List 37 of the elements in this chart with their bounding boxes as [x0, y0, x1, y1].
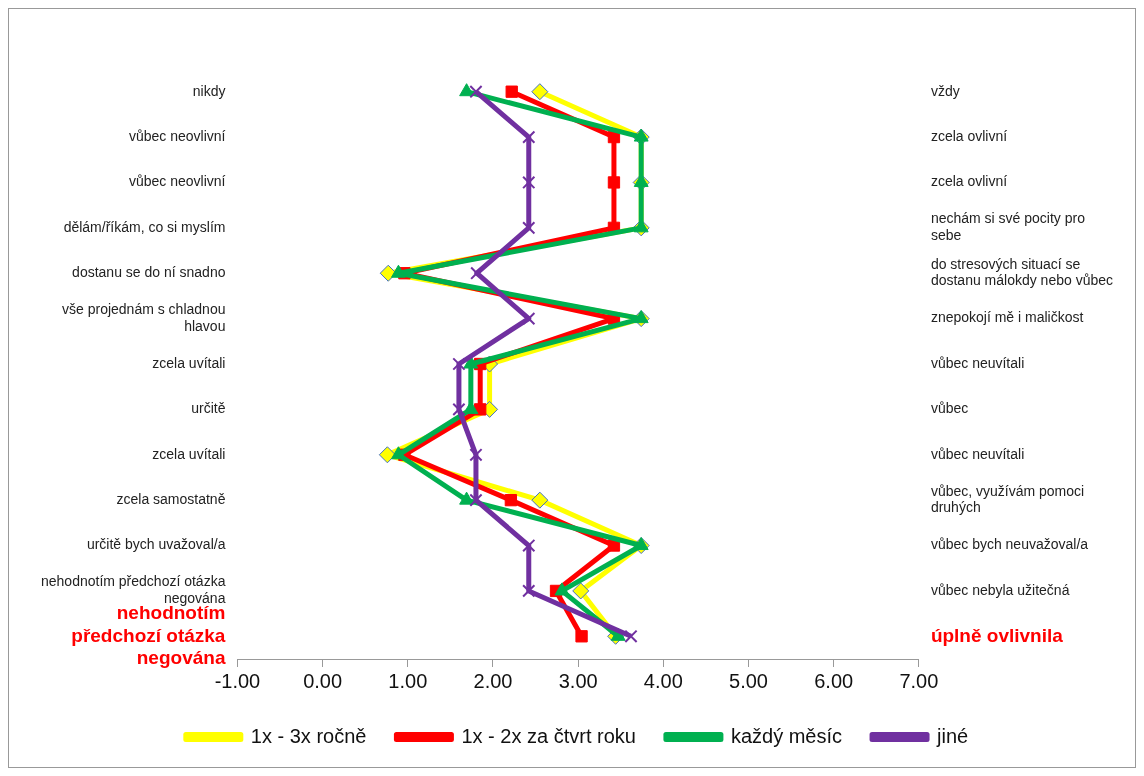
- x-tick-label: 2.00: [473, 669, 513, 692]
- y-tick-label: vše projednám s chladnou hlavou: [62, 301, 226, 334]
- y-tick-label: určitě: [191, 400, 226, 417]
- y2-tick-label: vůbec: [930, 400, 969, 417]
- y-tick-label: zcela samostatně: [116, 491, 226, 508]
- legend-label: 1x - 3x ročně: [250, 724, 367, 747]
- y-tick-label: vůbec neovlivní: [128, 173, 226, 190]
- legend-label: jiné: [936, 724, 969, 747]
- x-tick-label: 6.00: [814, 669, 854, 692]
- y-tick-label: zcela uvítali: [152, 445, 226, 462]
- y2-tick-label: vůbec, využívám pomoci druhých: [930, 482, 1085, 516]
- x-tick-label: 1.00: [388, 669, 428, 692]
- x-tick-label: -1.00: [214, 669, 261, 692]
- x-tick-label: 4.00: [643, 669, 683, 692]
- legend-label: každý měsíc: [730, 724, 843, 747]
- y2-tick-label: vždy: [930, 82, 960, 99]
- y-tick-label: nikdy: [192, 82, 226, 99]
- y-tick-label: dostanu se do ní snadno: [72, 264, 226, 281]
- y-tick-label: dělám/říkám, co si myslím: [63, 218, 226, 235]
- x-tick-label: 3.00: [558, 669, 598, 692]
- legend-label: 1x - 2x za čtvrt roku: [461, 724, 636, 747]
- y2-tick-label: vůbec neuvítali: [930, 354, 1025, 371]
- y-tick-label: vůbec neovlivní: [128, 127, 226, 144]
- y2-tick-label: znepokojí mě i maličkost: [930, 309, 1084, 326]
- y2-tick-label: úplně ovlivnila: [930, 624, 1064, 646]
- y2-tick-label: zcela ovlivní: [930, 127, 1008, 144]
- y2-tick-label: vůbec neuvítali: [930, 445, 1025, 462]
- x-tick-label: 7.00: [899, 669, 939, 692]
- y2-tick-label: zcela ovlivní: [930, 173, 1008, 190]
- y2-tick-label: vůbec bych neuvažoval/a: [930, 536, 1089, 553]
- y-tick-label: určitě bych uvažoval/a: [86, 536, 226, 553]
- y2-tick-label: do stresových situací se dostanu málokdy nebo vůbec: [930, 255, 1113, 289]
- x-tick-label: 5.00: [729, 669, 768, 692]
- y-tick-label: zcela uvítali: [152, 354, 226, 371]
- x-tick-label: 0.00: [303, 669, 343, 692]
- y2-tick-label: nechám si své pocity pro sebe: [930, 210, 1086, 244]
- y2-tick-label: vůbec nebyla užitečná: [930, 581, 1070, 598]
